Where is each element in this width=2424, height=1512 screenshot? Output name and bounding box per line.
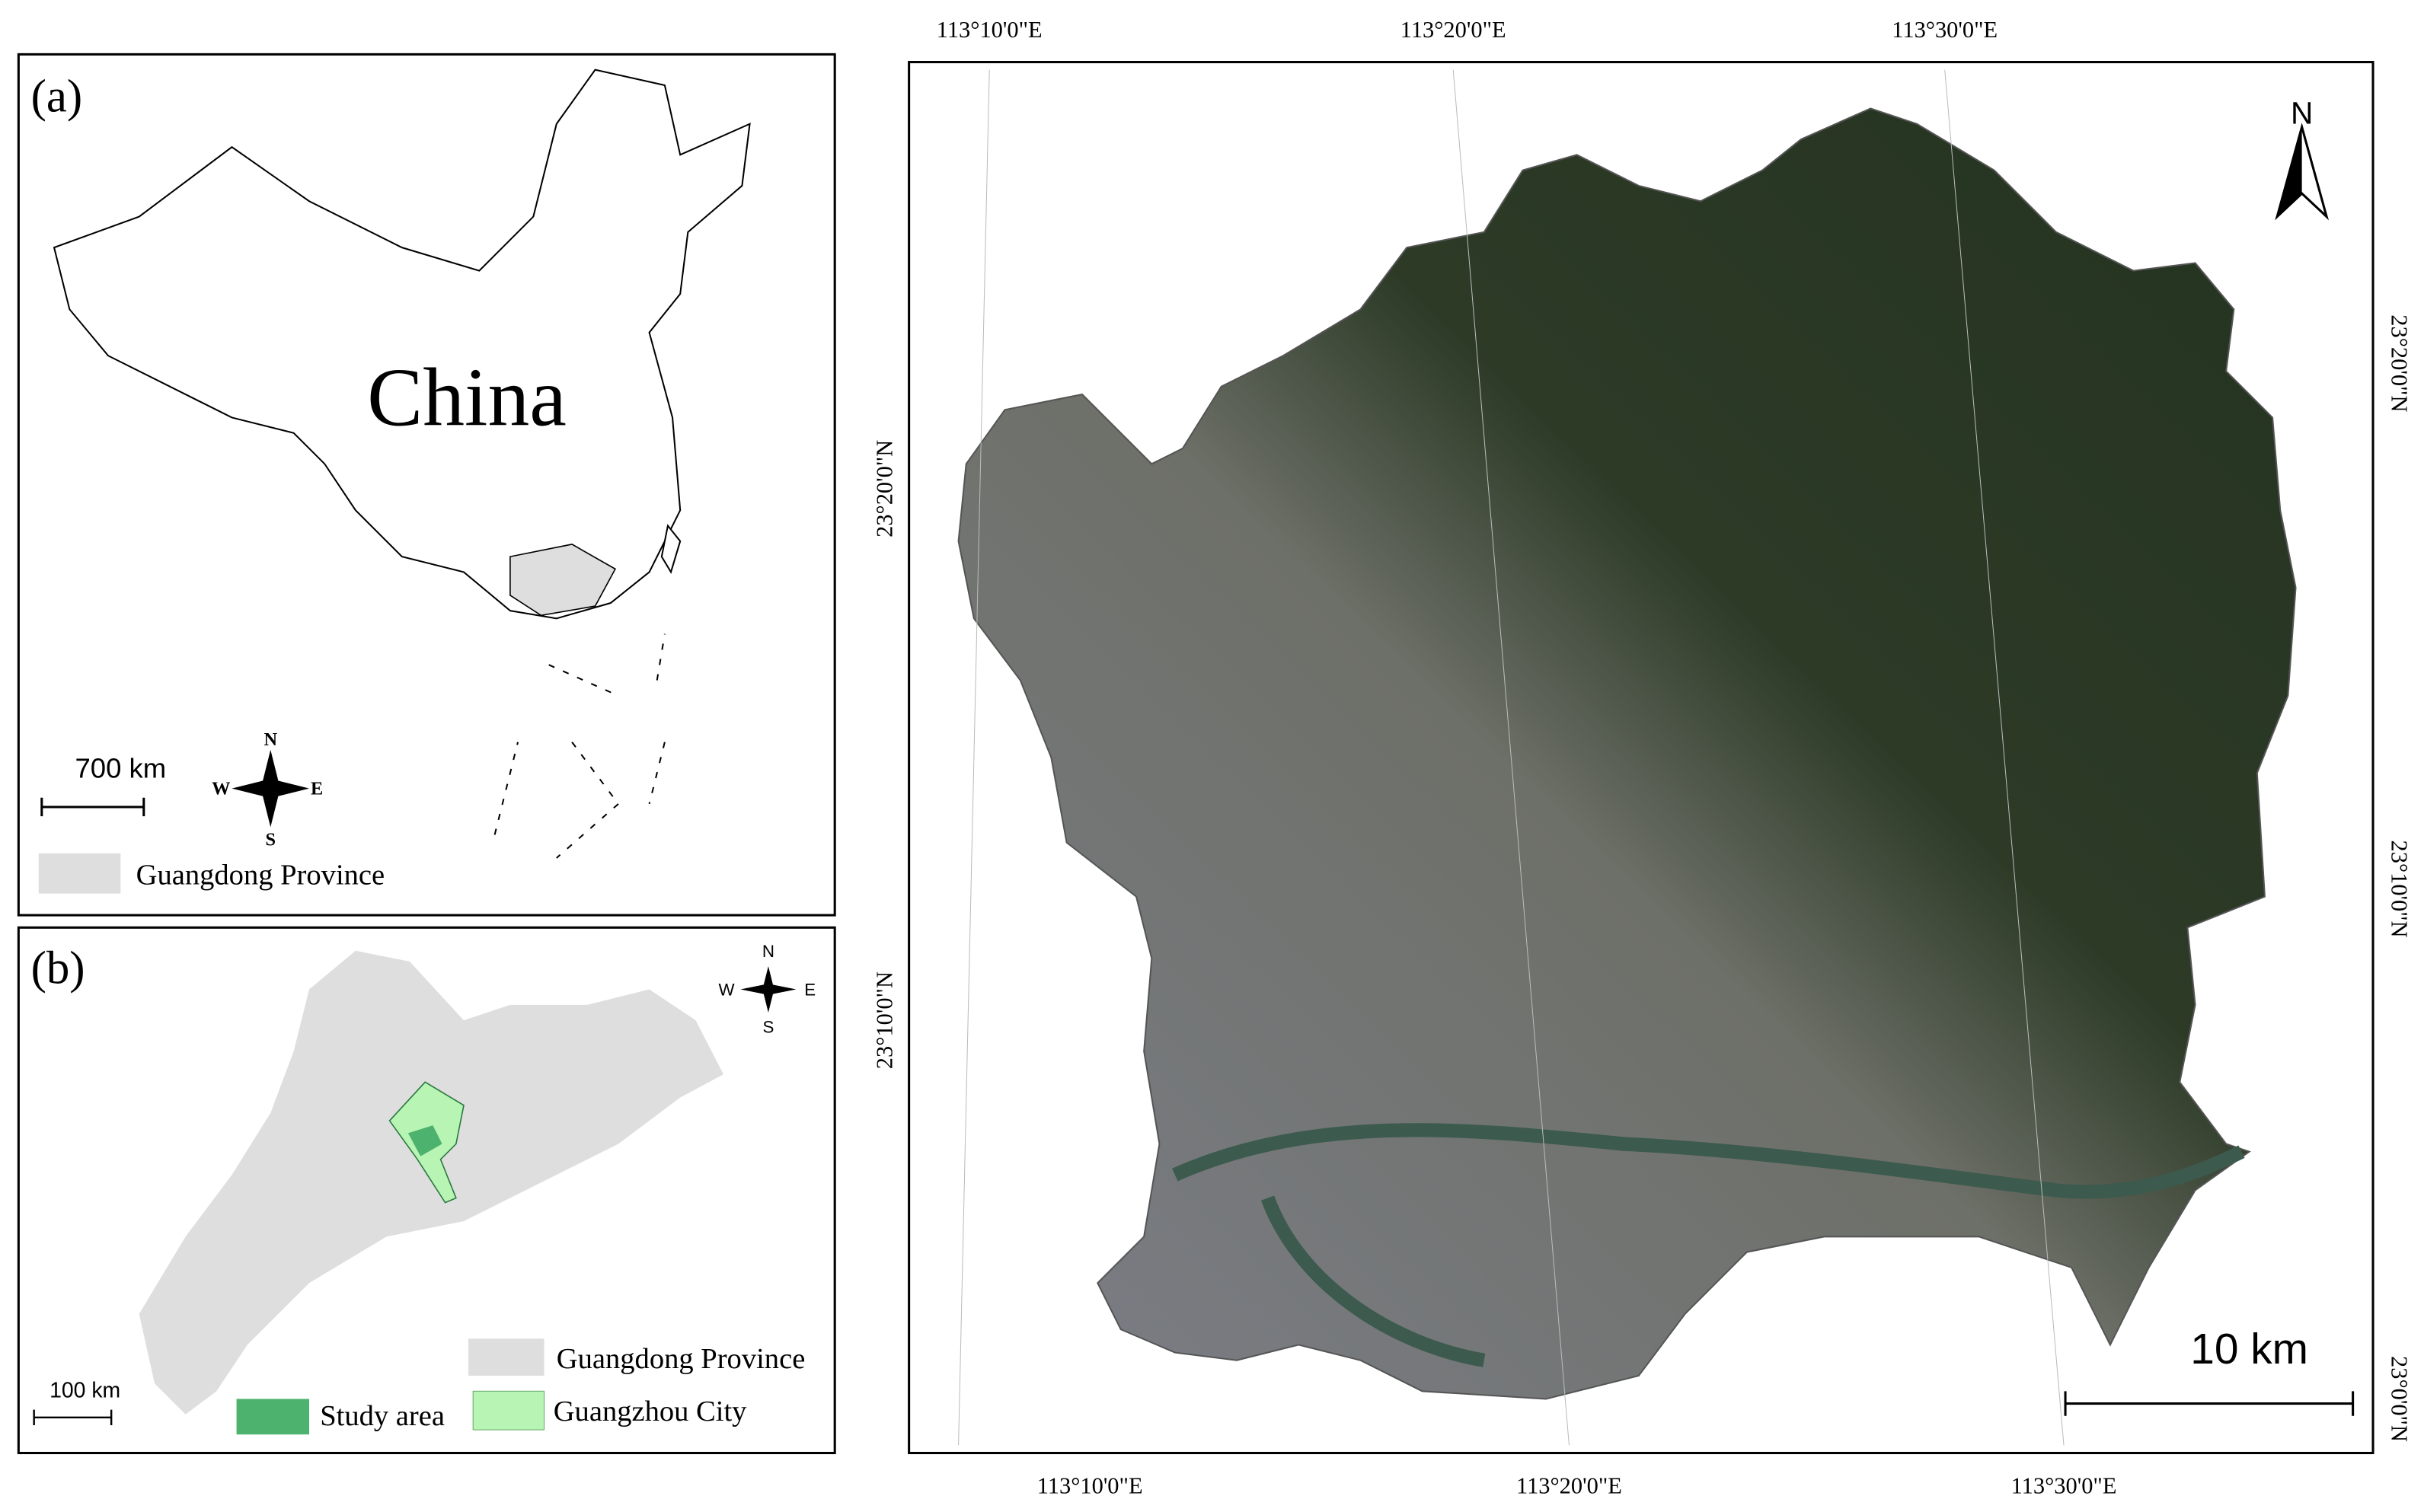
compass-s: S bbox=[762, 1017, 774, 1036]
north-label: N bbox=[2291, 96, 2313, 131]
study-area bbox=[407, 1125, 442, 1156]
left-coord-label: 23°20'0"N bbox=[871, 440, 897, 537]
legend-swatch bbox=[468, 1338, 545, 1376]
compass-rose bbox=[232, 749, 309, 828]
panel-b-frame bbox=[17, 926, 836, 1455]
pearl-river bbox=[1172, 1123, 2245, 1367]
top-coord-label: 113°20'0"E bbox=[1400, 17, 1506, 43]
graticule bbox=[1944, 69, 2065, 1446]
compass-n: N bbox=[762, 942, 774, 961]
scale-bar bbox=[2064, 1391, 2355, 1416]
legend-label: Guangzhou City bbox=[554, 1396, 747, 1427]
graticule bbox=[1452, 69, 1570, 1446]
graticule bbox=[958, 69, 990, 1446]
compass-w: W bbox=[719, 981, 735, 1000]
compass-w: W bbox=[212, 779, 230, 799]
bottom-coord-label: 113°20'0"E bbox=[1516, 1472, 1622, 1498]
right-coord-label: 23°10'0"N bbox=[2386, 840, 2412, 937]
compass-s: S bbox=[265, 830, 276, 850]
top-coord-label: 113°10'0"E bbox=[937, 17, 1043, 43]
taiwan bbox=[660, 524, 682, 574]
right-coord-label: 23°0'0"N bbox=[2386, 1356, 2412, 1442]
legend-swatch bbox=[472, 1390, 545, 1431]
legend-label: Guangdong Province bbox=[557, 1343, 806, 1375]
map-title: China bbox=[367, 351, 567, 444]
scale-label: 10 km bbox=[2190, 1325, 2308, 1373]
legend-label: Study area bbox=[320, 1400, 445, 1432]
panel-label: (b) bbox=[31, 943, 85, 994]
panel-label: (a) bbox=[31, 72, 83, 123]
compass-e: E bbox=[804, 981, 816, 1000]
compass-e: E bbox=[311, 779, 323, 799]
bottom-coord-label: 113°30'0"E bbox=[2011, 1472, 2117, 1498]
guangdong-province bbox=[139, 950, 724, 1415]
compass-n: N bbox=[263, 729, 277, 750]
legend-label: Guangdong Province bbox=[136, 859, 385, 891]
scale-bar bbox=[40, 797, 145, 817]
bottom-coord-label: 113°10'0"E bbox=[1037, 1472, 1143, 1498]
right-coord-label: 23°20'0"N bbox=[2386, 314, 2412, 412]
nine-dash-line bbox=[493, 633, 666, 859]
top-coord-label: 113°30'0"E bbox=[1892, 17, 1998, 43]
china-outline bbox=[53, 69, 751, 620]
scale-bar bbox=[33, 1409, 113, 1425]
scale-label: 100 km bbox=[50, 1378, 120, 1402]
scale-label: 700 km bbox=[75, 752, 166, 783]
compass-rose bbox=[740, 966, 797, 1013]
legend-swatch bbox=[236, 1399, 309, 1435]
left-coord-label: 23°10'0"N bbox=[871, 971, 897, 1069]
panel-c-frame bbox=[908, 61, 2374, 1455]
satellite-image bbox=[957, 107, 2297, 1400]
panel-a-frame bbox=[17, 53, 836, 917]
legend-swatch bbox=[38, 853, 121, 894]
guangdong-province bbox=[509, 544, 617, 617]
